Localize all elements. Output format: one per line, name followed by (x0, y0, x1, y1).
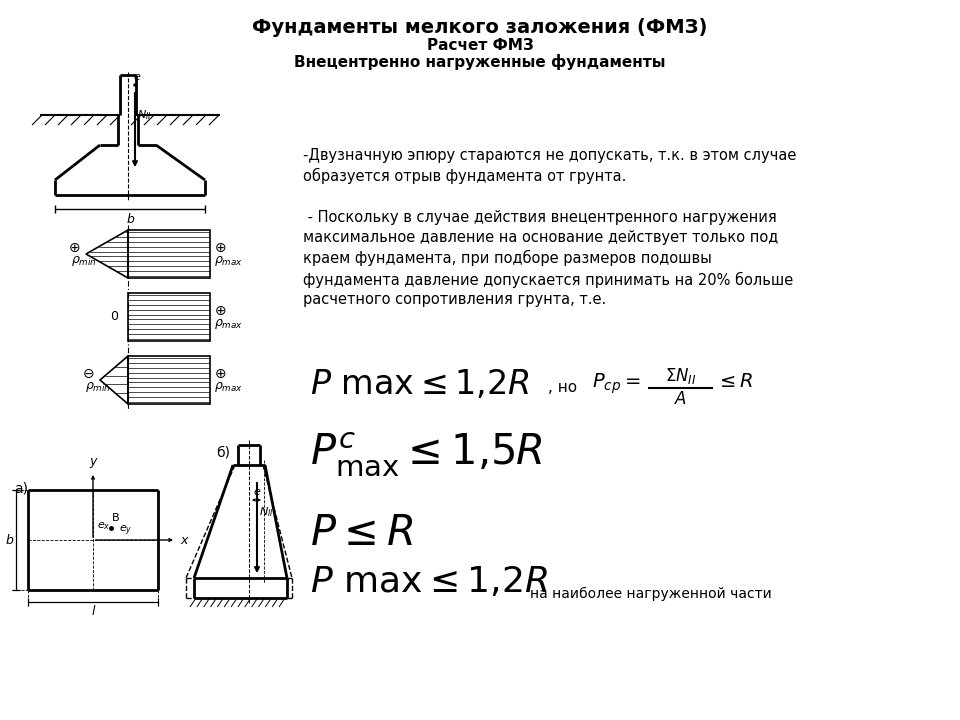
Text: $A$: $A$ (674, 390, 687, 408)
Text: e: e (133, 72, 140, 82)
Text: Внецентренно нагруженные фундаменты: Внецентренно нагруженные фундаменты (295, 54, 665, 70)
Text: $\oplus$: $\oplus$ (214, 367, 227, 381)
Text: Расчет ФМЗ: Расчет ФМЗ (426, 38, 534, 53)
Text: $\leq R$: $\leq R$ (716, 372, 754, 391)
Text: $N_{II}$: $N_{II}$ (137, 108, 152, 122)
Text: $N_{II}$: $N_{II}$ (259, 505, 274, 519)
Text: $\oplus$: $\oplus$ (214, 241, 227, 255)
Text: $e_x$: $e_x$ (97, 520, 110, 532)
Text: $\rho_{max}$: $\rho_{max}$ (214, 254, 243, 268)
Text: , но: , но (548, 380, 577, 395)
Text: $\oplus$: $\oplus$ (68, 241, 81, 255)
Text: 0: 0 (110, 310, 118, 323)
Text: e: e (253, 487, 260, 497)
Text: $\rho_{min}$: $\rho_{min}$ (71, 254, 97, 268)
Text: $P_{cp} =$: $P_{cp} =$ (592, 372, 640, 397)
Text: x: x (180, 534, 187, 546)
Text: B: B (112, 513, 120, 523)
Text: b: b (5, 534, 13, 546)
Text: l: l (91, 605, 95, 618)
Text: $\rho_{max}$: $\rho_{max}$ (214, 380, 243, 394)
Text: y: y (89, 455, 97, 468)
Text: Фундаменты мелкого заложения (ФМЗ): Фундаменты мелкого заложения (ФМЗ) (252, 18, 708, 37)
Text: $\oplus$: $\oplus$ (214, 304, 227, 318)
Text: $\rho_{min}$: $\rho_{min}$ (85, 380, 110, 394)
Text: - Поскольку в случае действия внецентренного нагружения
максимальное давление на: - Поскольку в случае действия внецентрен… (303, 210, 793, 307)
Text: $\rho_{max}$: $\rho_{max}$ (214, 317, 243, 331)
Text: $P^c_{\mathrm{max}} \leq 1{,}5R$: $P^c_{\mathrm{max}} \leq 1{,}5R$ (310, 430, 542, 477)
Text: $e_y$: $e_y$ (119, 524, 132, 539)
Text: на наиболее нагруженной части: на наиболее нагруженной части (530, 587, 772, 601)
Text: $P\ \mathrm{max} \leq 1{,}2R$: $P\ \mathrm{max} \leq 1{,}2R$ (310, 565, 548, 599)
Text: $\Sigma N_{II}$: $\Sigma N_{II}$ (664, 366, 696, 386)
Text: $\ominus$: $\ominus$ (82, 367, 94, 381)
Text: $P \leq R$: $P \leq R$ (310, 512, 413, 554)
Text: а): а) (14, 482, 28, 496)
Text: -Двузначную эпюру стараются не допускать, т.к. в этом случае
образуется отрыв фу: -Двузначную эпюру стараются не допускать… (303, 148, 797, 184)
Text: b: b (126, 213, 134, 226)
Text: $P\ \mathrm{max} \leq 1{,}2R$: $P\ \mathrm{max} \leq 1{,}2R$ (310, 368, 530, 401)
Text: б): б) (216, 445, 230, 459)
